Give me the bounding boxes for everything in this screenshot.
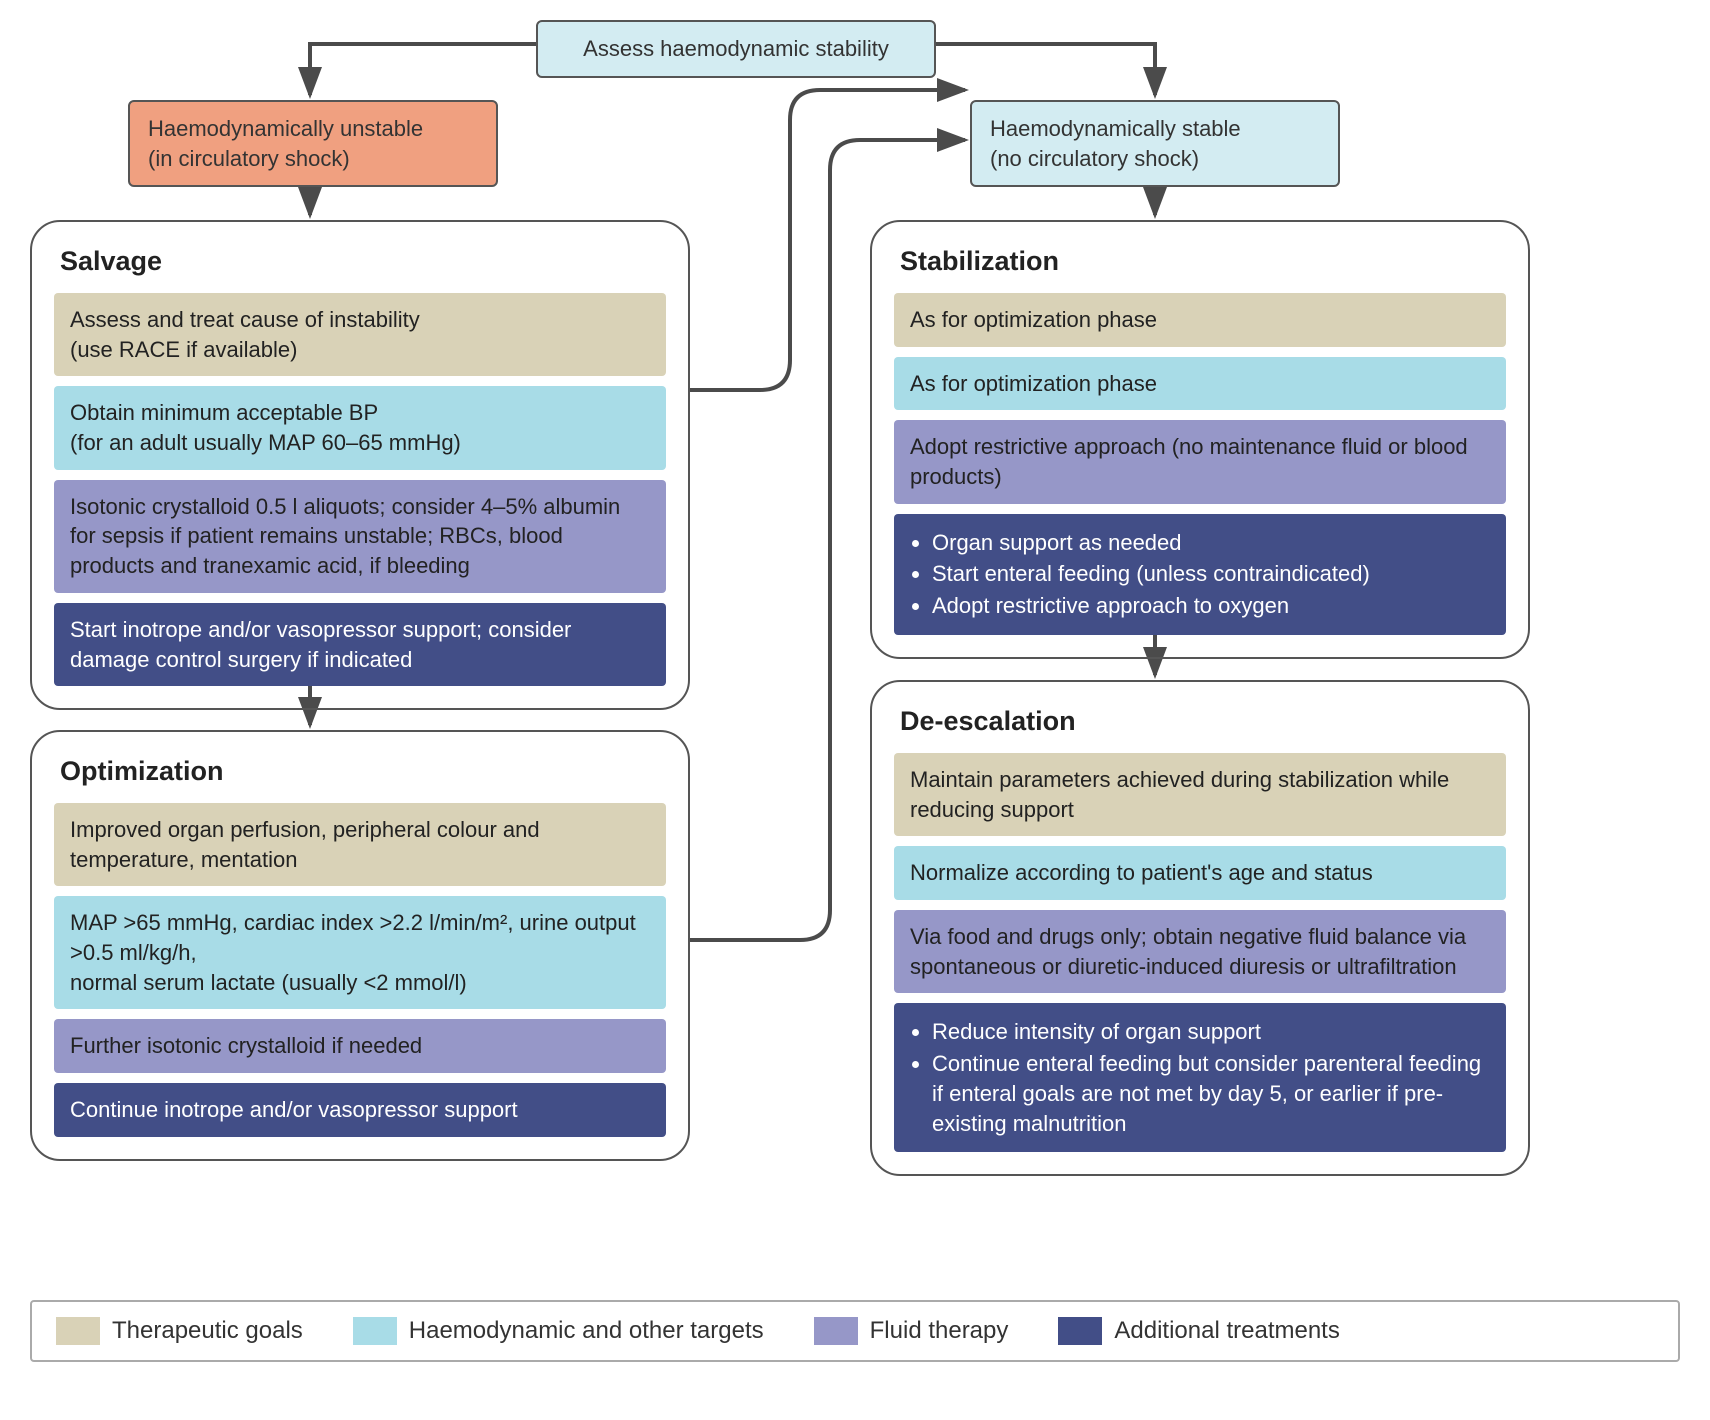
- salvage-row-additional: Start inotrope and/or vasopressor suppor…: [54, 603, 666, 686]
- optimization-row-haemo: MAP >65 mmHg, cardiac index >2.2 l/min/m…: [54, 896, 666, 1009]
- bullet: Continue enteral feeding but consider pa…: [932, 1049, 1490, 1138]
- deescalation-row-therapeutic: Maintain parameters achieved during stab…: [894, 753, 1506, 836]
- bullet: Organ support as needed: [932, 528, 1490, 558]
- phase-title: De-escalation: [900, 706, 1506, 737]
- deescalation-row-additional: Reduce intensity of organ supportContinu…: [894, 1003, 1506, 1152]
- phase-deescalation: De-escalation Maintain parameters achieve…: [870, 680, 1530, 1176]
- legend-swatch: [1058, 1317, 1102, 1345]
- phase-stabilization: Stabilization As for optimization phase As…: [870, 220, 1530, 659]
- legend-label: Haemodynamic and other targets: [409, 1317, 764, 1345]
- deescalation-row-fluid: Via food and drugs only; obtain negative…: [894, 910, 1506, 993]
- stabilization-row-additional: Organ support as neededStart enteral fee…: [894, 514, 1506, 635]
- legend-label: Additional treatments: [1114, 1317, 1339, 1345]
- legend: Therapeutic goals Haemodynamic and other …: [30, 1300, 1680, 1362]
- stabilization-row-fluid: Adopt restrictive approach (no maintenan…: [894, 420, 1506, 503]
- legend-item-additional: Additional treatments: [1058, 1317, 1339, 1345]
- stabilization-row-haemo: As for optimization phase: [894, 357, 1506, 411]
- phase-optimization: Optimization Improved organ perfusion, pe…: [30, 730, 690, 1161]
- haemo-unstable-box: Haemodynamically unstable (in circulator…: [128, 100, 498, 187]
- bullet: Reduce intensity of organ support: [932, 1017, 1490, 1047]
- bullet: Start enteral feeding (unless contraindi…: [932, 559, 1490, 589]
- legend-swatch: [814, 1317, 858, 1345]
- legend-swatch: [56, 1317, 100, 1345]
- bullet: Adopt restrictive approach to oxygen: [932, 591, 1490, 621]
- optimization-row-fluid: Further isotonic crystalloid if needed: [54, 1019, 666, 1073]
- phase-title: Optimization: [60, 756, 666, 787]
- optimization-row-therapeutic: Improved organ perfusion, peripheral col…: [54, 803, 666, 886]
- legend-swatch: [353, 1317, 397, 1345]
- legend-item-haemo: Haemodynamic and other targets: [353, 1317, 764, 1345]
- phase-salvage: Salvage Assess and treat cause of instabi…: [30, 220, 690, 710]
- haemo-stable-label: Haemodynamically stable (no circulatory …: [990, 116, 1241, 171]
- phase-title: Stabilization: [900, 246, 1506, 277]
- haemo-unstable-label: Haemodynamically unstable (in circulator…: [148, 116, 423, 171]
- optimization-row-additional: Continue inotrope and/or vasopressor sup…: [54, 1083, 666, 1137]
- legend-item-therapeutic: Therapeutic goals: [56, 1317, 303, 1345]
- phase-title: Salvage: [60, 246, 666, 277]
- haemo-stable-box: Haemodynamically stable (no circulatory …: [970, 100, 1340, 187]
- salvage-row-fluid: Isotonic crystalloid 0.5 l aliquots; con…: [54, 480, 666, 593]
- legend-label: Fluid therapy: [870, 1317, 1009, 1345]
- assess-stability-box: Assess haemodynamic stability: [536, 20, 936, 78]
- legend-item-fluid: Fluid therapy: [814, 1317, 1009, 1345]
- legend-label: Therapeutic goals: [112, 1317, 303, 1345]
- stabilization-row-therapeutic: As for optimization phase: [894, 293, 1506, 347]
- deescalation-row-haemo: Normalize according to patient's age and…: [894, 846, 1506, 900]
- assess-stability-label: Assess haemodynamic stability: [583, 36, 889, 61]
- salvage-row-therapeutic: Assess and treat cause of instability (u…: [54, 293, 666, 376]
- salvage-row-haemo: Obtain minimum acceptable BP (for an adu…: [54, 386, 666, 469]
